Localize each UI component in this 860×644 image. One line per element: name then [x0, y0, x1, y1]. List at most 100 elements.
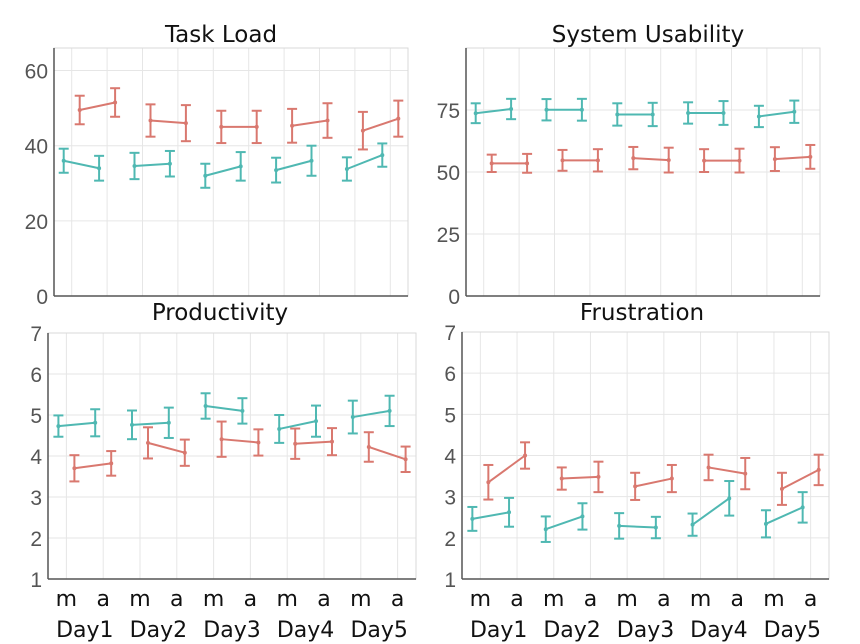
series-group-a	[74, 87, 404, 151]
panel-system-usability: System Usability 0 25 50 75	[437, 22, 821, 309]
data-point	[486, 480, 491, 485]
series-line-segment	[205, 165, 241, 177]
x-tick-label-session: m	[276, 587, 297, 612]
data-point	[350, 415, 355, 420]
series-group-b	[53, 392, 395, 444]
data-point	[203, 173, 208, 178]
y-tick-label: 40	[25, 136, 48, 159]
data-point	[792, 109, 797, 114]
series-line-segment	[295, 440, 333, 445]
data-point	[219, 124, 224, 129]
y-tick-label: 1	[444, 569, 456, 592]
x-tick-label-day: Day3	[617, 618, 674, 643]
data-point	[615, 112, 620, 117]
panel-title: Frustration	[580, 300, 704, 326]
x-tick-label-day: Day4	[277, 618, 334, 643]
data-point	[325, 118, 330, 123]
y-tick-label: 1	[30, 569, 42, 592]
data-point	[396, 116, 401, 121]
x-tick-label-day: Day5	[350, 618, 407, 643]
x-tick-label-day: Day1	[56, 618, 113, 643]
data-point	[617, 523, 622, 528]
y-tick-label: 2	[30, 528, 42, 551]
series-line-segment	[765, 506, 804, 525]
panel-task-load: Task Load 0 20 40 60	[25, 22, 409, 309]
panel-title: System Usability	[552, 22, 744, 48]
data-point	[544, 107, 549, 112]
data-point	[183, 121, 188, 126]
panel-title: Task Load	[164, 22, 277, 48]
x-tick-label-session: a	[244, 587, 257, 612]
x-tick-label-day: Day1	[470, 618, 527, 643]
data-point	[489, 161, 494, 166]
data-point	[686, 110, 691, 115]
x-tick-label-session: m	[616, 587, 637, 612]
data-point	[470, 516, 475, 521]
y-tick-label: 5	[30, 405, 42, 428]
data-point	[595, 158, 600, 163]
data-point	[763, 521, 768, 526]
data-point	[132, 163, 137, 168]
x-tick-label-session: m	[350, 587, 371, 612]
data-point	[293, 441, 298, 446]
data-point	[109, 461, 114, 466]
data-point	[290, 123, 295, 128]
series-line-segment	[352, 409, 390, 419]
x-tick-label-day: Day5	[764, 618, 821, 643]
data-point	[808, 154, 813, 159]
data-point	[254, 124, 259, 129]
y-tick-label: 25	[437, 224, 460, 247]
panel-title: Productivity	[152, 300, 288, 326]
data-point	[650, 112, 655, 117]
data-point	[666, 158, 671, 163]
data-point	[633, 484, 638, 489]
series-line-segment	[619, 524, 656, 529]
data-point	[737, 158, 742, 163]
y-tick-label: 4	[444, 446, 456, 469]
data-point	[61, 158, 66, 163]
y-tick-label: 60	[25, 61, 48, 84]
data-point	[113, 100, 118, 105]
y-tick-label: 50	[437, 162, 460, 185]
series-line-segment	[278, 420, 317, 430]
data-point	[580, 514, 585, 519]
data-point	[77, 108, 82, 112]
series-line-segment	[781, 469, 820, 490]
series-line-segment	[134, 162, 170, 167]
data-point	[403, 457, 408, 462]
y-tick-label: 7	[444, 322, 456, 345]
series-line-segment	[58, 421, 96, 428]
data-point	[238, 164, 243, 169]
x-tick-label-session: a	[317, 587, 330, 612]
x-tick-label-session: a	[804, 587, 817, 612]
x-tick-label-session: a	[96, 587, 109, 612]
data-point	[256, 440, 261, 445]
data-point	[314, 419, 318, 424]
x-tick-label-day: Day3	[203, 618, 260, 643]
x-tick-label-session: m	[763, 587, 784, 612]
data-point	[596, 474, 601, 479]
data-point	[509, 107, 514, 112]
series-group-a	[69, 420, 411, 483]
series-line-segment	[346, 154, 383, 170]
data-point	[277, 426, 282, 431]
series-line-segment	[131, 421, 169, 426]
data-point	[182, 450, 187, 455]
data-point	[559, 476, 564, 481]
series-line-segment	[472, 511, 510, 520]
data-point	[690, 522, 695, 527]
y-tick-label: 0	[36, 286, 48, 309]
x-tick-label-session: a	[391, 587, 404, 612]
series-line-segment	[758, 110, 795, 118]
series-group-b	[58, 142, 388, 189]
series-line-segment	[561, 475, 599, 480]
series-line-segment	[221, 438, 259, 444]
x-tick-label-day: Day4	[690, 618, 747, 643]
series-line-segment	[63, 159, 100, 170]
data-point	[721, 110, 726, 115]
data-point	[240, 408, 245, 413]
data-point	[507, 510, 512, 515]
data-point	[560, 158, 565, 163]
data-point	[702, 158, 707, 163]
